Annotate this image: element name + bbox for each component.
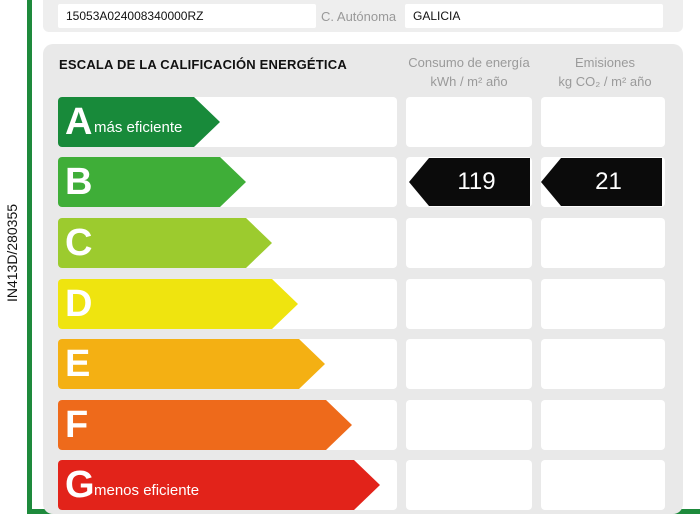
class-arrow-b: B bbox=[58, 157, 246, 207]
emissions-header-line2: kg CO₂ / m² año bbox=[558, 74, 652, 89]
emissions-rating-value: 21 bbox=[595, 168, 622, 195]
consumption-cell bbox=[406, 279, 532, 329]
emissions-header-line1: Emisiones bbox=[575, 55, 635, 70]
cadastral-ref-value: 15053A024008340000RZ bbox=[66, 9, 204, 23]
class-description: más eficiente bbox=[94, 119, 183, 136]
emissions-cell bbox=[541, 218, 665, 268]
class-letter: E bbox=[65, 343, 91, 385]
class-letter: A bbox=[65, 101, 93, 143]
emissions-cell bbox=[541, 339, 665, 389]
class-arrow-c: C bbox=[58, 218, 272, 268]
community-label: C. Autónoma bbox=[321, 9, 397, 24]
community-value: GALICIA bbox=[413, 9, 461, 23]
side-reference-text: IN413D/280355 bbox=[4, 203, 20, 302]
community-field: GALICIA bbox=[405, 4, 663, 28]
emissions-cell bbox=[541, 279, 665, 329]
consumption-cell bbox=[406, 218, 532, 268]
class-letter: F bbox=[65, 404, 89, 446]
consumption-cell bbox=[406, 97, 532, 147]
consumption-header: Consumo de energía kWh / m² año bbox=[405, 53, 533, 91]
emissions-cell bbox=[541, 460, 665, 510]
emissions-cell bbox=[541, 400, 665, 450]
consumption-cell bbox=[406, 339, 532, 389]
class-arrow-f: F bbox=[58, 400, 352, 450]
consumption-cell bbox=[406, 460, 532, 510]
consumption-rating-badge: 119 bbox=[409, 158, 530, 206]
class-letter: D bbox=[65, 283, 93, 325]
consumption-header-line1: Consumo de energía bbox=[408, 55, 530, 70]
class-arrow-d: D bbox=[58, 279, 298, 329]
emissions-rating-badge: 21 bbox=[541, 158, 662, 206]
cadastral-ref-field: 15053A024008340000RZ bbox=[58, 4, 316, 28]
header-section: 15053A024008340000RZ C. Autónoma GALICIA bbox=[43, 0, 683, 32]
class-description: menos eficiente bbox=[94, 482, 200, 499]
consumption-cell bbox=[406, 400, 532, 450]
emissions-header: Emisiones kg CO₂ / m² año bbox=[540, 53, 670, 91]
scale-title: ESCALA DE LA CALIFICACIÓN ENERGÉTICA bbox=[59, 57, 347, 72]
side-reference-code: IN413D/280355 bbox=[2, 190, 22, 315]
class-letter: C bbox=[65, 222, 93, 264]
emissions-cell bbox=[541, 97, 665, 147]
class-letter: B bbox=[65, 161, 93, 203]
consumption-rating-value: 119 bbox=[457, 168, 496, 195]
class-arrow-e: E bbox=[58, 339, 325, 389]
consumption-header-line2: kWh / m² año bbox=[430, 74, 508, 89]
class-letter: G bbox=[65, 464, 95, 506]
